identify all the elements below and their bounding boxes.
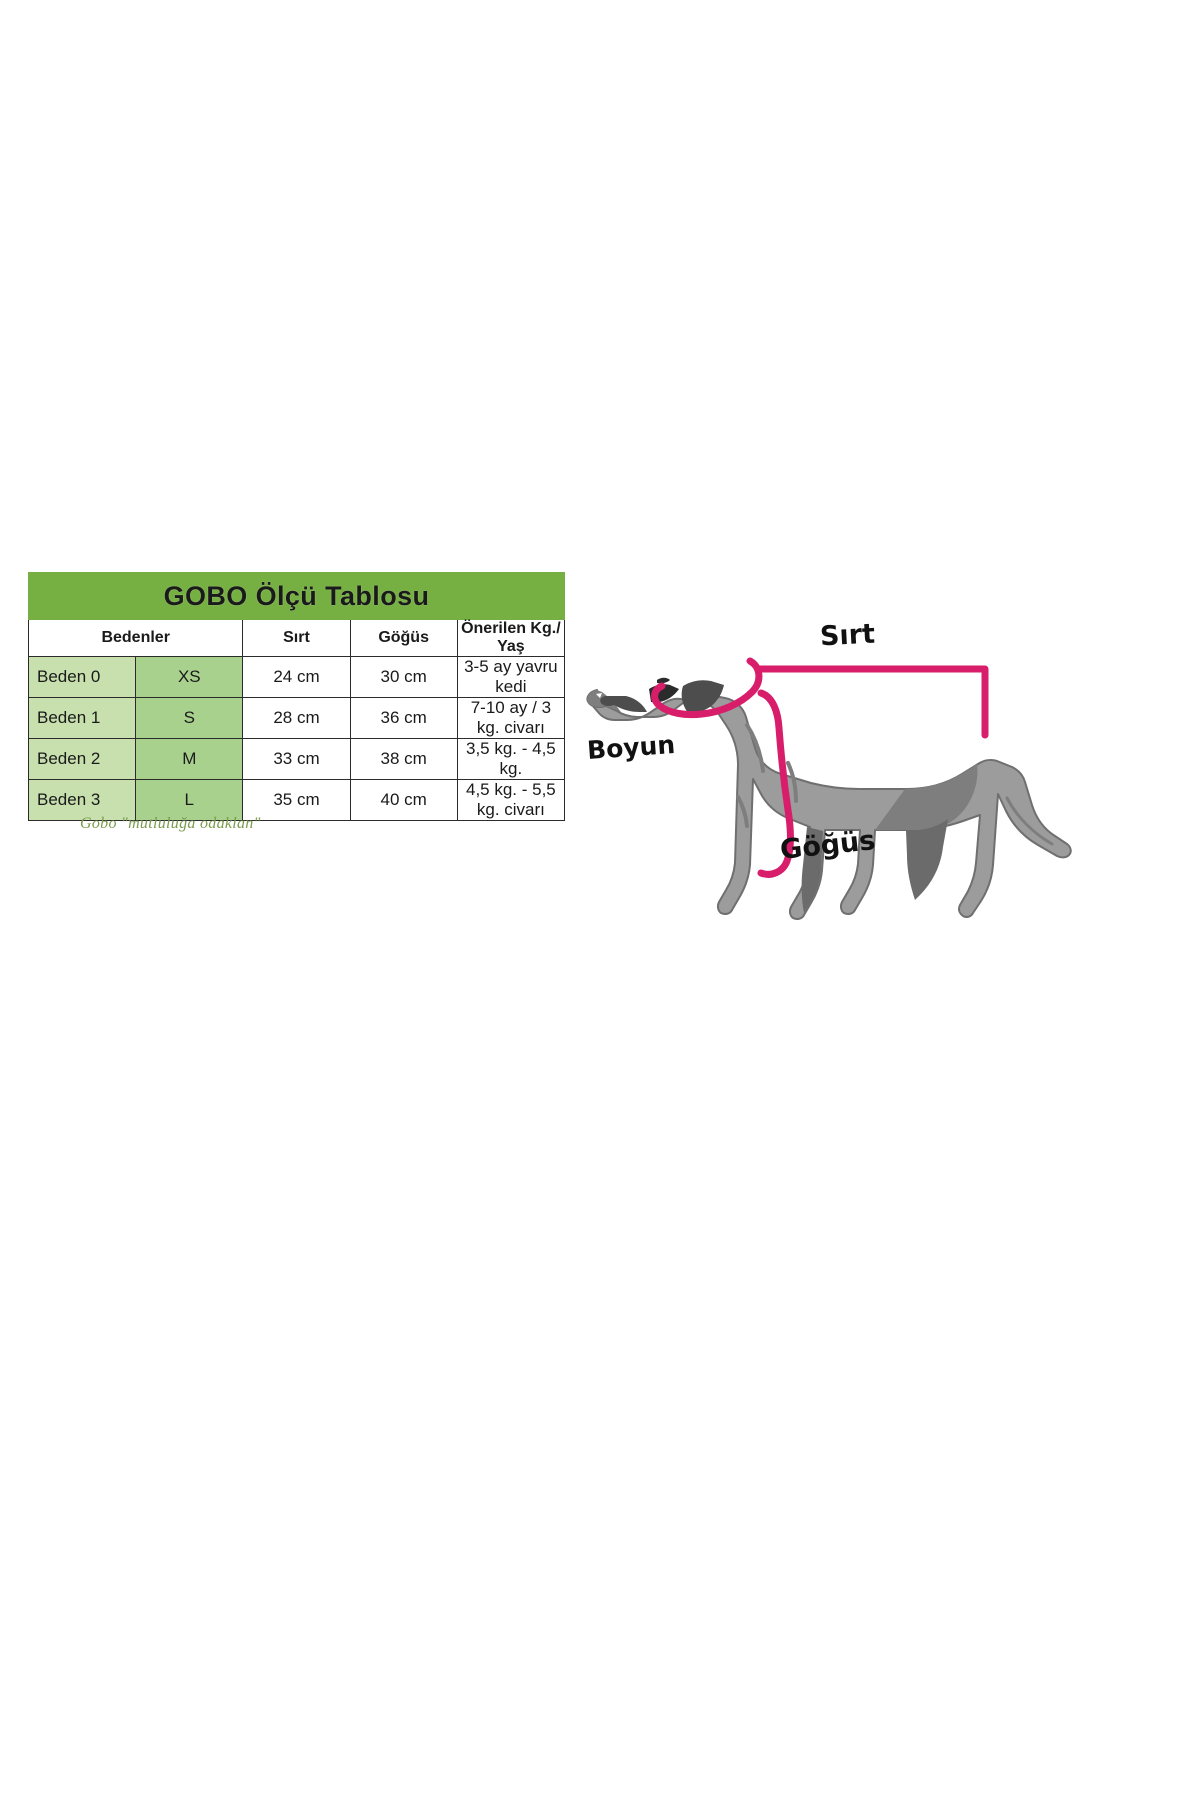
cell-size-code: S (135, 697, 244, 739)
dog-body-shading (736, 723, 798, 828)
table-row: Beden 1 S 28 cm 36 cm 7-10 ay / 3 kg. ci… (27, 697, 566, 739)
cell-sirt-value: 28 cm (242, 697, 351, 739)
cell-gogus-value: 40 cm (349, 779, 458, 821)
measure-line-gogus (757, 689, 794, 878)
dog-tail (1005, 796, 1054, 846)
table-row: Beden 3 L 35 cm 40 cm 4,5 kg. - 5,5 kg. … (27, 779, 566, 821)
diagram-label-boyun: Boyun (586, 729, 677, 766)
cell-beden-label: Beden 1 (27, 697, 137, 739)
table-row: Beden 0 XS 24 cm 30 cm 3-5 ay yavru kedi (27, 656, 566, 698)
dog-body-shape (586, 689, 1072, 920)
table-title: GOBO Ölçü Tablosu (28, 572, 565, 620)
cell-sirt-value: 33 cm (242, 738, 351, 780)
cell-onerilen-value: 7-10 ay / 3 kg. civarı (456, 697, 566, 739)
cell-onerilen-value: 3-5 ay yavru kedi (456, 656, 566, 698)
brand-tagline: Gobo "mutluluğa odaklan" (80, 815, 261, 832)
cell-onerilen-value: 3,5 kg. - 4,5 kg. (456, 738, 566, 780)
size-chart-table: GOBO Ölçü Tablosu Bedenler Sırt Göğüs Ön… (27, 572, 566, 821)
column-header-bedenler: Bedenler (27, 619, 244, 657)
cell-gogus-value: 38 cm (349, 738, 458, 780)
dog-head-shading (587, 677, 724, 713)
cell-onerilen-value: 4,5 kg. - 5,5 kg. civarı (456, 779, 566, 821)
dog-illustration-svg (586, 657, 1072, 920)
cell-gogus-value: 36 cm (349, 697, 458, 739)
cell-beden-label: Beden 2 (27, 738, 137, 780)
column-header-onerilen: Önerilen Kg./ Yaş (456, 619, 566, 657)
table-title-row: GOBO Ölçü Tablosu (28, 572, 565, 620)
cell-sirt-value: 24 cm (242, 656, 351, 698)
cell-gogus-value: 30 cm (349, 656, 458, 698)
size-table-block: GOBO Ölçü Tablosu Bedenler Sırt Göğüs Ön… (27, 572, 566, 821)
column-header-sirt: Sırt (242, 619, 351, 657)
measure-line-boyun (651, 657, 763, 719)
table-header-row: Bedenler Sırt Göğüs Önerilen Kg./ Yaş (27, 619, 566, 657)
table-row: Beden 2 M 33 cm 38 cm 3,5 kg. - 4,5 kg. (27, 738, 566, 780)
diagram-label-sirt: Sırt (819, 618, 876, 653)
cell-sirt-value: 35 cm (242, 779, 351, 821)
cell-size-code: M (135, 738, 244, 780)
dog-measurement-diagram: Sırt Boyun Göğüs (575, 565, 1075, 975)
dog-haunch-shading (801, 764, 978, 913)
measure-line-sirt (754, 665, 989, 739)
cell-beden-label: Beden 3 (27, 779, 137, 821)
cell-beden-label: Beden 0 (27, 656, 137, 698)
cell-size-code: XS (135, 656, 244, 698)
column-header-gogus: Göğüs (349, 619, 458, 657)
